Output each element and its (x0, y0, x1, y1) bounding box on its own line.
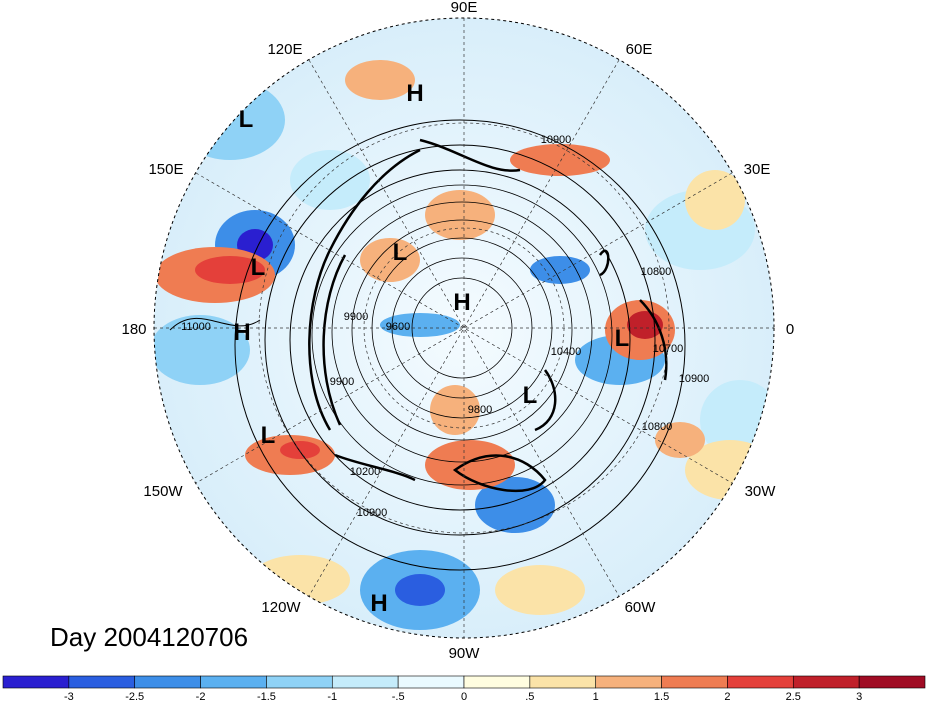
lon-label: 150E (148, 161, 183, 178)
contour-labels: 10900 10800 10700 10900 11000 9600 9900 … (181, 134, 709, 519)
graticule (154, 18, 774, 638)
colorbar-tick-label: 1 (593, 691, 599, 702)
low-center: L (239, 106, 254, 133)
lon-label: 90E (451, 0, 478, 16)
colorbar-swatch (200, 675, 267, 689)
colorbar-tick-label: -3 (64, 691, 74, 702)
contour-label: 9900 (330, 376, 354, 388)
high-center: H (453, 289, 470, 316)
contour-label: 10800 (642, 421, 673, 433)
lon-label: 150W (143, 483, 183, 500)
colorbar: -3 -2.5 -2 -1.5 -1 -.5 0 .5 1 1.5 2 2.5 3 (2, 675, 926, 702)
high-center: H (233, 319, 250, 346)
contour-label: 10900 (541, 134, 572, 146)
lon-label: 30W (745, 483, 777, 500)
colorbar-swatch (2, 675, 70, 689)
contour-label: 10900 (357, 507, 388, 519)
high-center: H (370, 590, 387, 617)
colorbar-tick-label: 3 (856, 691, 862, 702)
contour-label: 9800 (468, 404, 492, 416)
colorbar-swatch (595, 675, 662, 689)
longitude-labels: 90E 60E 30E 0 30W 60W 90W 120W 150W 180 … (121, 0, 794, 662)
colorbar-swatch (529, 675, 597, 689)
contour-label: 10200 (350, 466, 381, 478)
low-center: L (251, 254, 266, 281)
low-center: L (615, 325, 630, 352)
lon-label: 120W (261, 599, 301, 616)
contour-label: 10900 (679, 373, 710, 385)
contour-label: 10700 (653, 343, 684, 355)
lon-label: 30E (744, 161, 771, 178)
colorbar-swatch (266, 675, 333, 689)
colorbar-tick-label: 2.5 (786, 691, 801, 702)
colorbar-swatch (792, 675, 860, 689)
lon-label: 0 (786, 321, 794, 338)
colorbar-swatch (68, 675, 136, 689)
contour-label: 10800 (641, 266, 672, 278)
contour-label: 9600 (386, 321, 410, 333)
pressure-centers: H L L H L L H L L H (233, 80, 629, 617)
lon-label: 120E (267, 41, 302, 58)
lon-label: 90W (449, 645, 481, 662)
lon-label: 60E (626, 41, 653, 58)
contour-label: 11000 (181, 321, 211, 333)
colorbar-swatch (331, 675, 399, 689)
colorbar-swatch (858, 675, 926, 689)
contour-label: 9900 (344, 311, 368, 323)
colorbar-swatch (463, 675, 531, 689)
colorbar-tick-label: 0 (461, 691, 467, 702)
colorbar-swatch (134, 675, 201, 689)
colorbar-tick-label: -1 (327, 691, 337, 702)
lon-label: 180 (121, 321, 146, 338)
map-boundary (153, 17, 775, 639)
colorbar-swatch (727, 675, 794, 689)
colorbar-tick-label: -2 (196, 691, 206, 702)
low-center: L (261, 422, 276, 449)
colorbar-tick-label: -.5 (392, 691, 405, 702)
colorbar-tick-label: 1.5 (654, 691, 669, 702)
low-center: L (393, 239, 408, 266)
high-center: H (406, 80, 423, 107)
colorbar-tick-label: -2.5 (125, 691, 144, 702)
low-center: L (523, 382, 538, 409)
lon-label: 60W (625, 599, 657, 616)
colorbar-tick-label: 2 (724, 691, 730, 702)
contour-label: 10400 (551, 346, 582, 358)
colorbar-swatch (661, 675, 728, 689)
colorbar-swatch (397, 675, 465, 689)
jet-contours (308, 138, 668, 493)
colorbar-tick-label: -1.5 (257, 691, 276, 702)
colorbar-tick-label: .5 (525, 691, 534, 702)
day-title: Day 2004120706 (50, 622, 248, 652)
